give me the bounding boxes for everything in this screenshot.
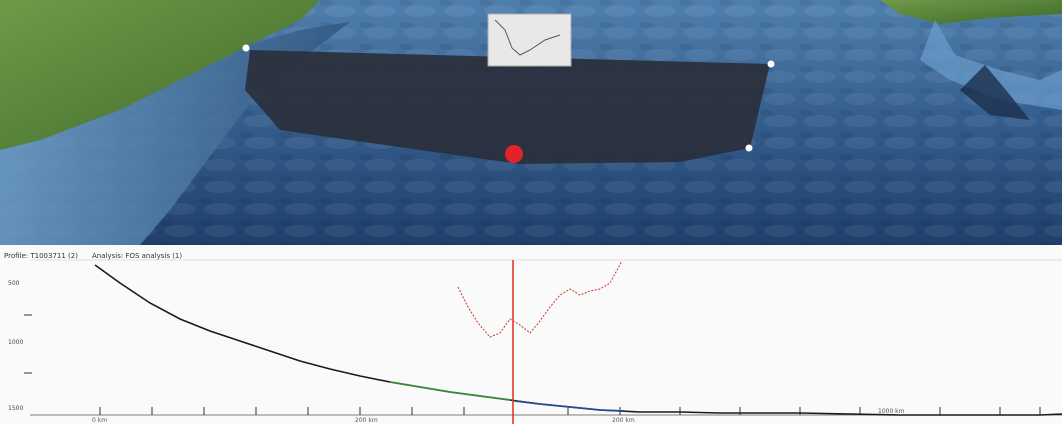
ridge-dark — [960, 65, 1030, 120]
land-area — [0, 0, 320, 150]
y-tick-label: 1500 — [8, 405, 24, 412]
x-tick-label: 200 km — [612, 417, 635, 424]
control-point[interactable] — [745, 144, 753, 152]
analysis-label: Analysis: FOS analysis (1) — [92, 252, 183, 260]
profile-panel: Profile: T1003711 (2) Analysis: FOS anal… — [0, 245, 1062, 424]
profile-label: Profile: T1003711 (2) — [4, 252, 78, 260]
inset-profile-line — [494, 19, 561, 56]
x-tick-label: 1000 km — [878, 408, 905, 415]
inset-profile-window — [487, 13, 572, 67]
sounding-panel — [245, 50, 770, 164]
analysis-curve — [457, 260, 623, 338]
y-tick-label: 1000 — [8, 339, 24, 346]
x-tick-label: 200 km — [355, 417, 378, 424]
y-tick-label: 500 — [8, 280, 20, 287]
profile-chart[interactable] — [0, 245, 1062, 424]
profile-segment-green — [389, 381, 511, 401]
profile-line — [94, 264, 1062, 416]
selection-marker[interactable] — [505, 145, 523, 163]
3d-seafloor-viewport[interactable] — [0, 0, 1062, 245]
ridge — [920, 20, 1062, 110]
profile-segment-blue — [514, 400, 626, 412]
x-tick-label: 0 km — [92, 417, 108, 424]
land-area-right — [880, 0, 1062, 24]
control-point[interactable] — [242, 44, 250, 52]
control-point[interactable] — [767, 60, 775, 68]
seafloor-render[interactable] — [0, 0, 1062, 245]
